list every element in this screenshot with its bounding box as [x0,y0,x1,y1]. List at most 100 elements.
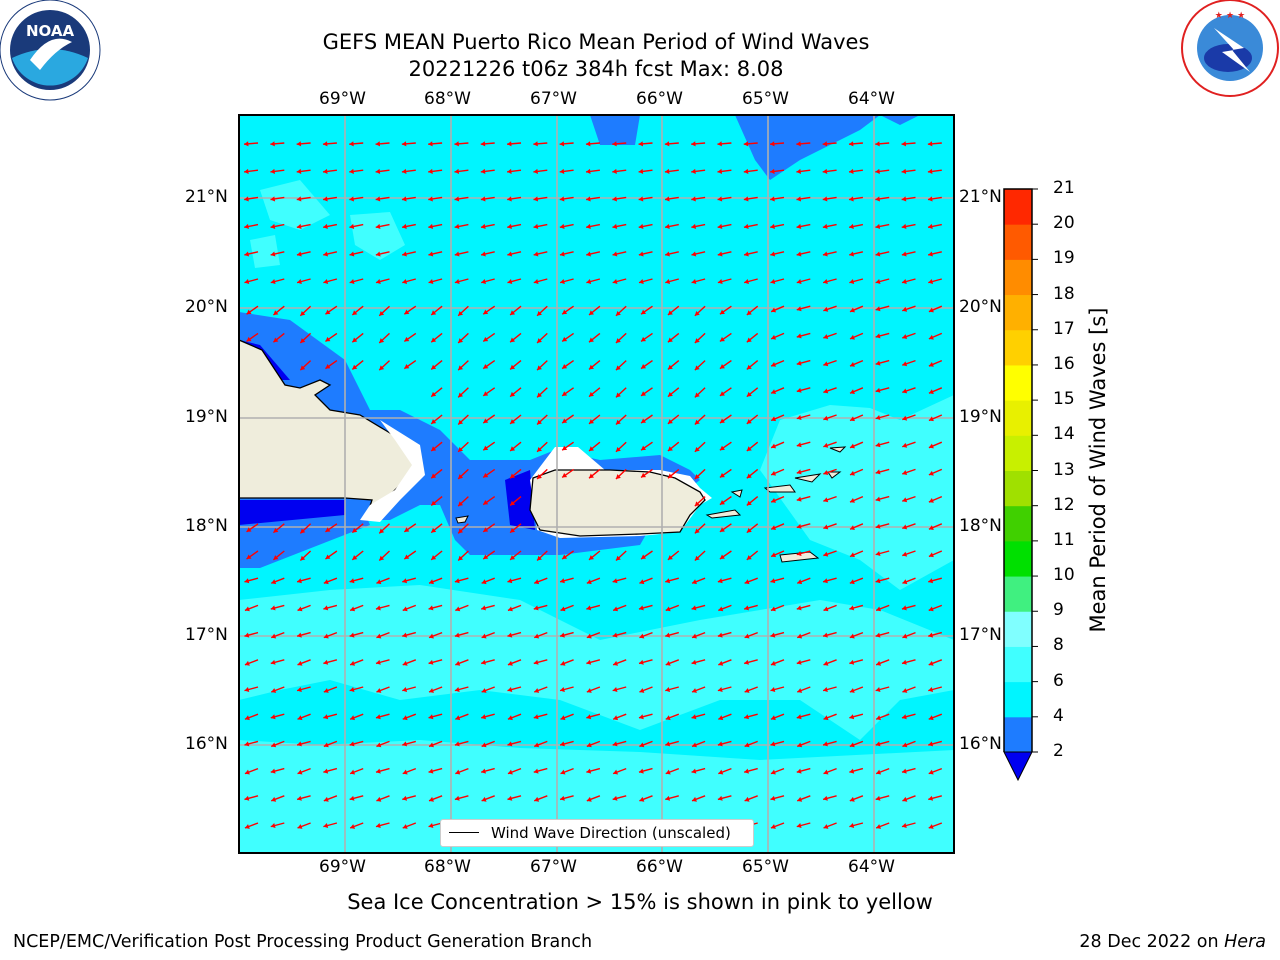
wave-arrow-head [692,688,697,693]
wave-arrow-head [379,365,385,371]
lon-label-bottom: 66°W [636,857,683,877]
wave-arrow-head [431,337,437,343]
wave-arrow-head [507,741,513,747]
wave-arrow-head [719,364,725,369]
wave-arrow-head [270,714,276,720]
wave-arrow-head [454,223,460,229]
wave-arrow-head [691,659,697,665]
wave-arrow-head [431,527,437,533]
wave-arrow-head [402,769,408,775]
wave-arrow-head [323,223,328,229]
wave-arrow-head [562,445,568,451]
wave-arrow-head [902,796,908,802]
wave-arrow-head [454,141,459,147]
wave-arrow-head [404,336,410,342]
colorbar-segment [1004,540,1032,577]
wave-arrow-head [928,741,934,747]
wave-arrow-head [560,578,565,584]
wave-arrow-head [876,824,882,829]
wave-arrow-head [533,714,539,720]
wave-arrow-head [691,605,697,611]
wave-arrow-head [483,391,489,396]
wave-arrow-head [875,741,881,747]
wave-arrow-head [481,688,487,693]
wave-arrow-head [458,446,464,452]
wave-arrow-head [796,223,802,229]
wave-arrow-head [746,527,752,533]
wave-arrow-head [537,310,542,316]
wave-arrow-head [928,416,934,422]
wave-arrow-head [901,223,907,229]
wave-arrow-head [350,715,356,721]
wave-arrow-head [296,196,302,202]
wave-arrow-head [270,659,276,665]
wave-arrow-head [562,418,568,424]
wave-arrow-head [402,578,408,584]
wave-arrow-head [849,796,855,802]
wave-arrow-head [638,223,644,229]
wave-arrow-head [639,688,645,693]
wave-arrow-head [402,741,408,747]
wave-arrow-head [691,168,696,174]
wave-arrow-head [771,443,777,449]
wave-arrow-head [665,279,671,285]
wave-arrow-head [507,223,512,229]
wave-arrow-head [379,338,385,343]
wave-arrow-head [534,796,540,802]
wave-arrow-head [300,365,306,371]
wave-arrow-head [428,251,434,257]
wave-arrow-head [431,473,437,479]
wave-arrow-head [323,714,329,720]
coast-mask-west [360,420,425,522]
wave-arrow-head [454,578,460,584]
wave-arrow-head [562,364,568,369]
wave-arrow-head [300,310,306,316]
colorbar-segment [1004,470,1032,507]
wave-arrow-head [641,418,647,424]
colorbar-tick-label: 8 [1053,635,1064,656]
wave-arrow-head [797,579,803,585]
wave-arrow-head [246,336,252,342]
wave-arrow-head [428,768,434,774]
wave-arrow-head [589,391,594,397]
wave-arrow-head [300,528,306,534]
colorbar-segment [1004,681,1032,718]
wave-arrow-head [638,168,644,174]
wave-arrow-head [928,687,934,693]
wave-arrow-head [875,415,881,421]
wave-arrow-head [297,687,302,693]
wave-arrow-head [349,251,355,257]
wave-arrow-head [480,168,486,174]
wave-arrow-head [902,742,908,748]
wave-arrow-head [297,795,302,801]
lon-label-top: 68°W [424,89,471,109]
wave-arrow-head [244,715,250,721]
colorbar-segment [1004,329,1032,366]
wave-arrow-head [533,168,538,174]
wave-arrow-head [850,334,855,340]
wave-arrow-head [431,555,437,560]
wave-arrow-head [691,251,697,257]
legend-line-symbol [449,832,479,833]
noaa-logo-text: NOAA [26,22,75,40]
wave-arrow-head [271,579,277,585]
footer-date: 28 Dec 2022 on Hera [1079,932,1266,952]
wave-arrow-head [613,769,619,775]
wave-arrow-head [665,769,671,775]
wave-arrow-head [692,579,697,585]
virgin-islands [455,446,847,563]
wave-arrow-head [401,141,407,147]
wave-arrow-head [665,251,670,257]
wave-arrow-head [927,196,933,202]
wave-arrow-head [902,361,908,367]
wave-arrow-head [402,795,408,801]
wave-arrow-head [559,251,565,257]
lon-label-top: 64°W [848,89,895,109]
wave-arrow-head [352,337,358,343]
wave-arrow-head [612,223,618,229]
wave-arrow-head [694,555,700,561]
wave-arrow-head [823,824,829,829]
wave-arrow-head [667,337,673,343]
wave-arrow-head [562,472,568,478]
wave-arrow-head [822,141,828,147]
